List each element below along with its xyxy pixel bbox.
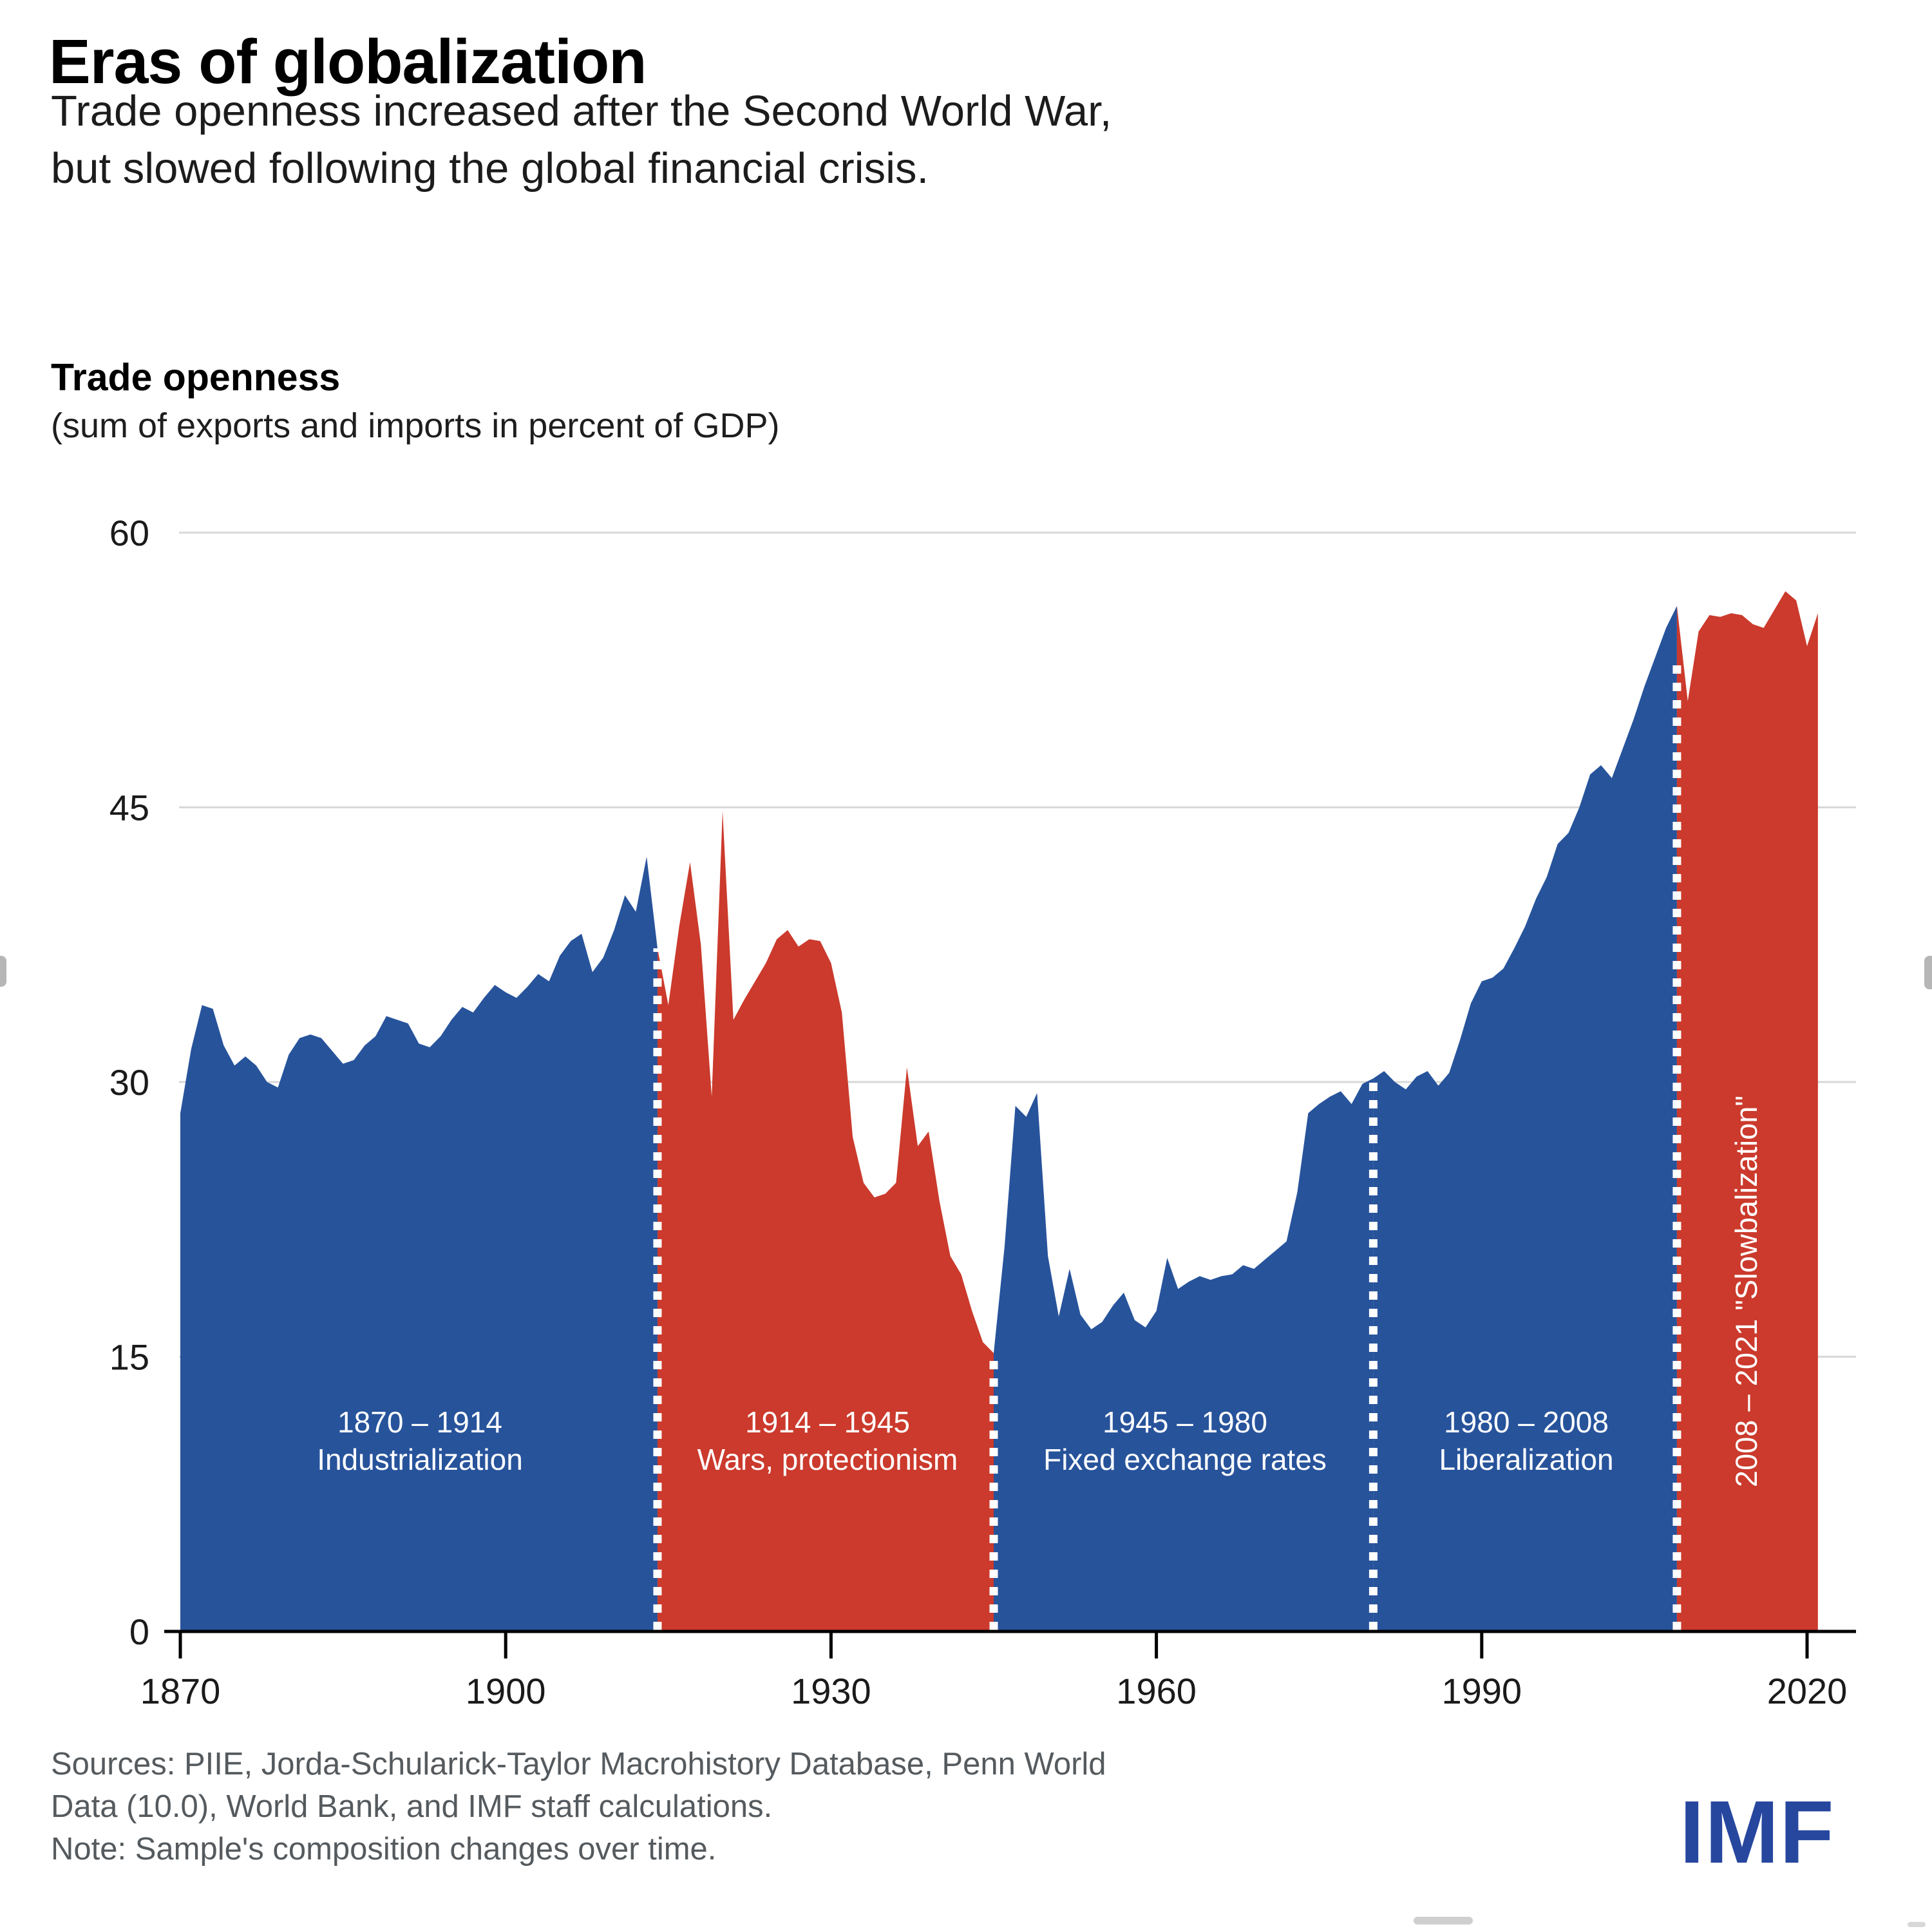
x-axis-label-1990: 1990 [1442,1671,1522,1711]
era-label-1870-1914-name: Industrialization [317,1443,523,1476]
imf-logo: IMF [1680,1783,1835,1882]
era-area-2008-2021 [1676,591,1818,1631]
era-area-1870-1914 [180,857,658,1631]
era-label-1980-2008-years: 1980 – 2008 [1444,1405,1609,1439]
x-axis-label-1960: 1960 [1116,1671,1197,1711]
y-axis-label-60: 60 [109,513,149,553]
y-axis-label-45: 45 [109,788,149,828]
source-note-line-3: Note: Sample's composition changes over … [51,1832,717,1867]
y-axis-label-0: 0 [129,1611,149,1652]
era-label-1980-2008-name: Liberalization [1439,1443,1613,1476]
x-axis-label-1930: 1930 [791,1671,871,1711]
era-label-1945-1980-years: 1945 – 1980 [1103,1405,1267,1439]
bottom-corner-artifact [1908,1922,1926,1927]
right-edge-scroll-artifact [1924,956,1932,989]
chart-subtitle-line-1: Trade openness increased after the Secon… [51,87,1112,135]
y-axis-label-30: 30 [109,1062,149,1103]
page-title: Eras of globalization [49,26,647,97]
bottom-edge-artifact [1414,1917,1473,1924]
era-area-1914-1945 [657,811,994,1631]
axis-heading: Trade openness [51,356,341,399]
era-area-1945-1980 [994,1078,1374,1631]
source-note: Sources: PIIE, Jorda-Schularick-Taylor M… [51,1743,1106,1870]
x-axis-label-1870: 1870 [140,1671,221,1711]
era-label-1914-1945-years: 1914 – 1945 [745,1405,910,1439]
era-label-2008-2021: 2008 – 2021 "Slowbalization" [1729,1096,1763,1487]
era-area-1980-2008 [1373,605,1677,1631]
source-note-line-2: Data (10.0), World Bank, and IMF staff c… [51,1789,773,1824]
left-edge-scroll-artifact [0,956,6,987]
era-label-1914-1945-name: Wars, protectionism [697,1443,958,1476]
axis-subheading: (sum of exports and imports in percent o… [51,406,780,445]
era-label-1870-1914-years: 1870 – 1914 [337,1405,502,1439]
source-note-line-1: Sources: PIIE, Jorda-Schularick-Taylor M… [51,1747,1106,1782]
x-axis-label-1900: 1900 [466,1671,546,1711]
x-axis-label-2020: 2020 [1767,1671,1848,1711]
era-label-1945-1980-name: Fixed exchange rates [1043,1443,1327,1476]
chart-subtitle-line-2: but slowed following the global financia… [51,144,929,193]
chart-subtitle: Trade openness increased after the Secon… [51,82,1112,197]
y-axis-label-15: 15 [109,1337,149,1378]
